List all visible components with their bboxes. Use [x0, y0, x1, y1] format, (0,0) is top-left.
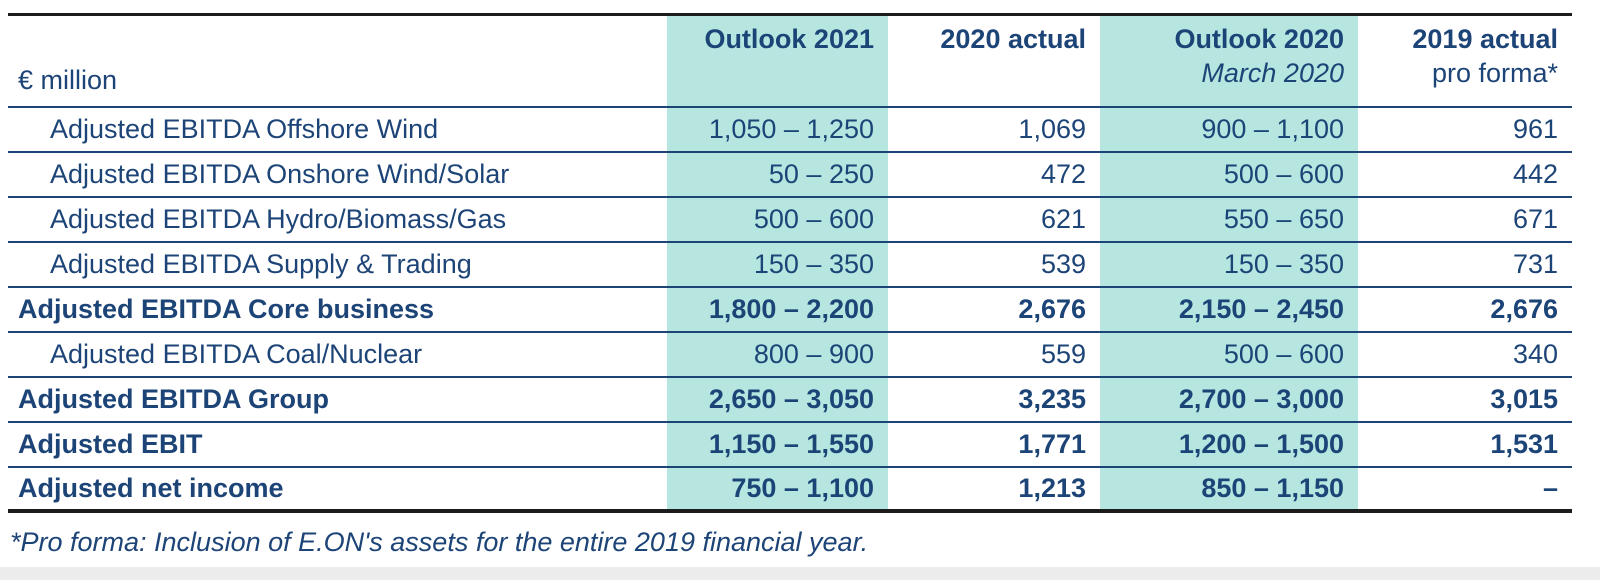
row-label: Adjusted EBITDA Group: [18, 384, 329, 414]
value-2020-actual: 1,771: [1018, 429, 1086, 459]
value-outlook-2021: 150 – 350: [667, 243, 888, 286]
value-outlook-2021: 750 – 1,100: [667, 468, 888, 509]
value-2020-actual: 1,069: [1018, 114, 1086, 144]
table-row-total: Adjusted net income 750 – 1,100 1,213 85…: [8, 468, 1572, 513]
value-outlook-2021: 500 – 600: [667, 198, 888, 241]
value-outlook-2020: 500 – 600: [1100, 333, 1358, 376]
value-outlook-2020: 550 – 650: [1100, 198, 1358, 241]
value-outlook-2020: 2,700 – 3,000: [1100, 378, 1358, 421]
column-header-label: 2019 actual: [1412, 24, 1558, 54]
value-outlook-2021: 1,050 – 1,250: [667, 108, 888, 151]
table-row-total: Adjusted EBITDA Group 2,650 – 3,050 3,23…: [8, 378, 1572, 423]
pro-forma-footnote: *Pro forma: Inclusion of E.ON's assets f…: [10, 527, 869, 557]
row-label: Adjusted EBITDA Offshore Wind: [50, 114, 439, 144]
row-label: Adjusted EBIT: [18, 429, 203, 459]
row-label: Adjusted EBITDA Core business: [18, 294, 435, 324]
outlook-table: € million Outlook 2021 2020 actual Outlo…: [8, 13, 1572, 513]
row-label: Adjusted EBITDA Onshore Wind/Solar: [50, 159, 510, 189]
value-2020-actual: 539: [1040, 249, 1086, 279]
column-header-outlook-2021: Outlook 2021: [667, 16, 888, 106]
value-outlook-2020: 150 – 350: [1100, 243, 1358, 286]
value-2020-actual: 559: [1040, 339, 1086, 369]
value-outlook-2020: 1,200 – 1,500: [1100, 423, 1358, 466]
value-outlook-2021: 2,650 – 3,050: [667, 378, 888, 421]
value-2019-actual: 340: [1512, 339, 1558, 369]
row-label: Adjusted EBITDA Hydro/Biomass/Gas: [50, 204, 507, 234]
value-2019-actual: 442: [1512, 159, 1558, 189]
column-header-sublabel: pro forma*: [1431, 58, 1558, 88]
table-row: Adjusted EBITDA Supply & Trading 150 – 3…: [8, 243, 1572, 288]
value-outlook-2021: 800 – 900: [667, 333, 888, 376]
unit-label: € million: [18, 65, 118, 95]
value-outlook-2020: 500 – 600: [1100, 153, 1358, 196]
value-2020-actual: 2,676: [1018, 294, 1086, 324]
table-row: Adjusted EBITDA Onshore Wind/Solar 50 – …: [8, 153, 1572, 198]
column-header-label: Outlook 2020: [1174, 24, 1344, 54]
value-2020-actual: 1,213: [1018, 473, 1086, 503]
value-2019-actual: 1,531: [1490, 429, 1558, 459]
table-row-total: Adjusted EBIT 1,150 – 1,550 1,771 1,200 …: [8, 423, 1572, 468]
table-row: Adjusted EBITDA Coal/Nuclear 800 – 900 5…: [8, 333, 1572, 378]
column-header-sublabel: March 2020: [1201, 58, 1344, 88]
value-2019-actual: 671: [1512, 204, 1558, 234]
column-header-2019-actual: 2019 actual pro forma*: [1358, 16, 1572, 106]
column-header-2020-actual: 2020 actual: [888, 16, 1100, 106]
table-row: Adjusted EBITDA Hydro/Biomass/Gas 500 – …: [8, 198, 1572, 243]
row-label: Adjusted net income: [18, 473, 284, 503]
bottom-gray-strip: [0, 567, 1600, 580]
value-2020-actual: 621: [1040, 204, 1086, 234]
value-outlook-2020: 2,150 – 2,450: [1100, 288, 1358, 331]
table-header-row: € million Outlook 2021 2020 actual Outlo…: [8, 16, 1572, 108]
value-outlook-2020: 850 – 1,150: [1100, 468, 1358, 509]
value-2019-actual: 2,676: [1490, 294, 1558, 324]
column-header-label: 2020 actual: [940, 24, 1086, 54]
value-2019-actual: 961: [1512, 114, 1558, 144]
value-2019-actual: –: [1542, 473, 1558, 503]
value-2019-actual: 3,015: [1490, 384, 1558, 414]
column-header-label: Outlook 2021: [704, 24, 874, 54]
table-row-subtotal: Adjusted EBITDA Core business 1,800 – 2,…: [8, 288, 1572, 333]
value-outlook-2021: 50 – 250: [667, 153, 888, 196]
value-2020-actual: 3,235: [1018, 384, 1086, 414]
value-2020-actual: 472: [1040, 159, 1086, 189]
value-outlook-2020: 900 – 1,100: [1100, 108, 1358, 151]
column-header-outlook-2020: Outlook 2020 March 2020: [1100, 16, 1358, 106]
row-label: Adjusted EBITDA Supply & Trading: [50, 249, 472, 279]
value-2019-actual: 731: [1512, 249, 1558, 279]
value-outlook-2021: 1,800 – 2,200: [667, 288, 888, 331]
row-label: Adjusted EBITDA Coal/Nuclear: [50, 339, 423, 369]
table-row: Adjusted EBITDA Offshore Wind 1,050 – 1,…: [8, 108, 1572, 153]
value-outlook-2021: 1,150 – 1,550: [667, 423, 888, 466]
